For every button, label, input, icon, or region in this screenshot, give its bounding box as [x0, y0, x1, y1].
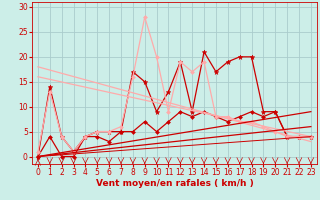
X-axis label: Vent moyen/en rafales ( km/h ): Vent moyen/en rafales ( km/h ): [96, 179, 253, 188]
